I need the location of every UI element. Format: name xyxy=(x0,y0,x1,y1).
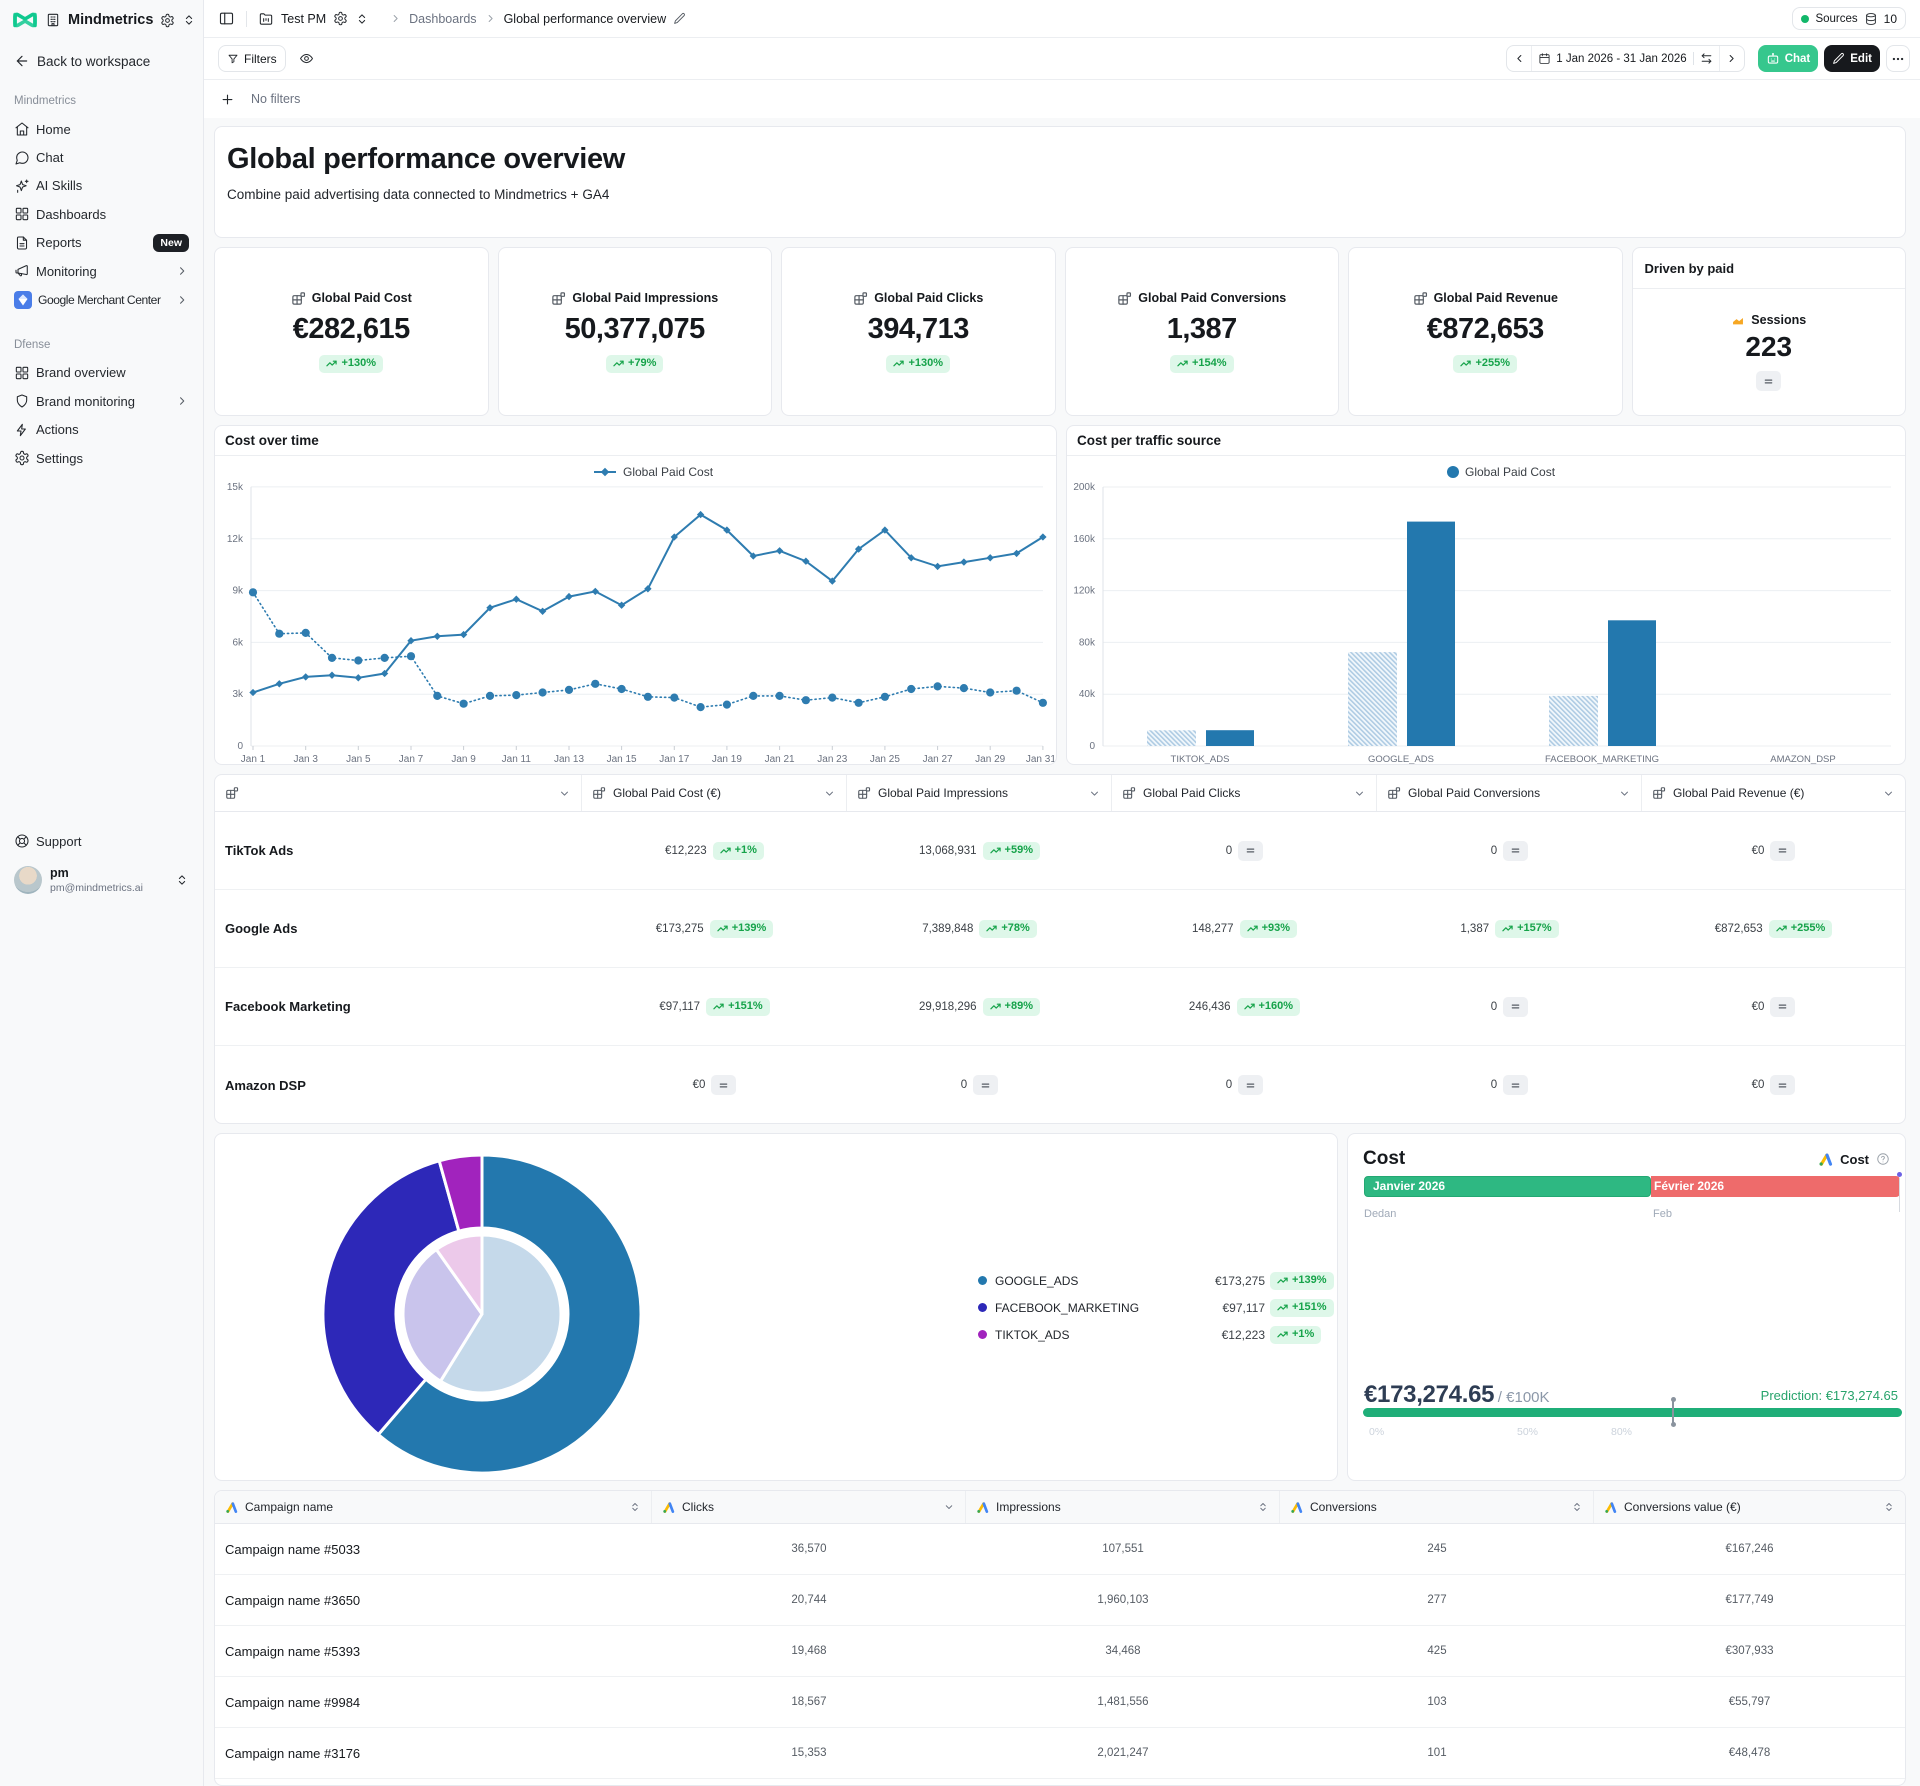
svg-text:15k: 15k xyxy=(227,482,244,493)
svg-text:6k: 6k xyxy=(232,637,244,648)
svg-text:0: 0 xyxy=(237,741,243,752)
svg-text:Jan 25: Jan 25 xyxy=(870,754,900,765)
svg-text:80k: 80k xyxy=(1079,637,1096,648)
svg-text:Jan 27: Jan 27 xyxy=(923,754,953,765)
svg-text:Jan 1: Jan 1 xyxy=(241,754,266,765)
svg-text:Jan 9: Jan 9 xyxy=(451,754,476,765)
svg-text:FACEBOOK_MARKETING: FACEBOOK_MARKETING xyxy=(1545,754,1659,765)
svg-text:TIKTOK_ADS: TIKTOK_ADS xyxy=(1171,754,1230,765)
svg-text:120k: 120k xyxy=(1073,586,1096,597)
svg-text:40k: 40k xyxy=(1079,689,1096,700)
svg-text:AMAZON_DSP: AMAZON_DSP xyxy=(1770,754,1835,765)
svg-text:Jan 17: Jan 17 xyxy=(659,754,689,765)
svg-text:160k: 160k xyxy=(1073,534,1096,545)
svg-text:Jan 29: Jan 29 xyxy=(975,754,1005,765)
svg-text:GOOGLE_ADS: GOOGLE_ADS xyxy=(1368,754,1434,765)
svg-text:Jan 5: Jan 5 xyxy=(346,754,371,765)
svg-text:Jan 23: Jan 23 xyxy=(817,754,847,765)
svg-text:Global Paid Cost: Global Paid Cost xyxy=(623,465,714,479)
svg-text:Jan 3: Jan 3 xyxy=(293,754,318,765)
svg-text:Jan 15: Jan 15 xyxy=(607,754,637,765)
svg-text:0: 0 xyxy=(1089,741,1095,752)
svg-text:Jan 31: Jan 31 xyxy=(1026,754,1056,765)
svg-text:200k: 200k xyxy=(1073,482,1096,493)
svg-text:Jan 7: Jan 7 xyxy=(399,754,424,765)
svg-text:Jan 21: Jan 21 xyxy=(765,754,795,765)
svg-text:Jan 13: Jan 13 xyxy=(554,754,584,765)
svg-text:12k: 12k xyxy=(227,534,244,545)
svg-text:Jan 19: Jan 19 xyxy=(712,754,742,765)
svg-text:3k: 3k xyxy=(232,689,244,700)
svg-text:9k: 9k xyxy=(232,586,244,597)
svg-text:Global Paid Cost: Global Paid Cost xyxy=(1465,465,1556,479)
svg-text:Jan 11: Jan 11 xyxy=(502,754,532,765)
